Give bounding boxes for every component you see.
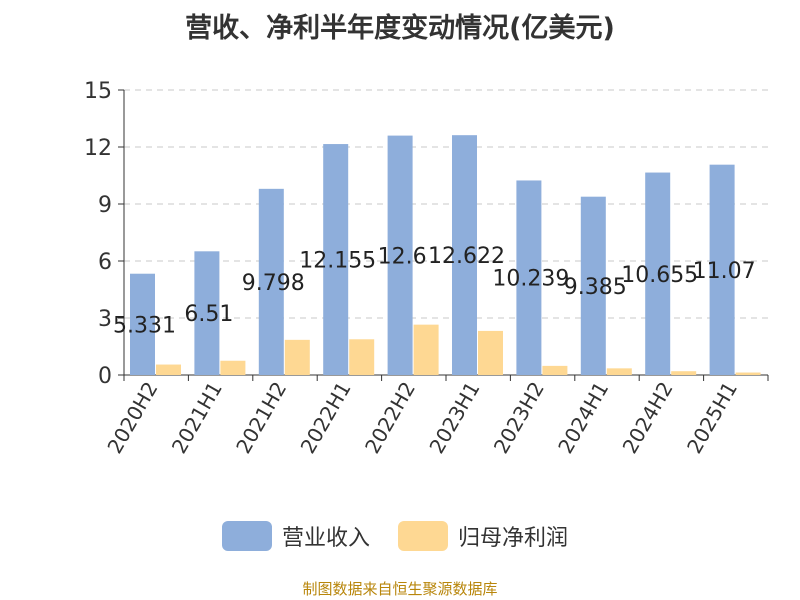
revenue-bar xyxy=(194,251,220,375)
x-tick-label: 2021H2 xyxy=(231,378,291,458)
revenue-data-label: 9.385 xyxy=(564,275,627,300)
revenue-data-label: 10.239 xyxy=(492,267,569,292)
x-tick-label: 2022H2 xyxy=(360,378,420,458)
bars xyxy=(130,135,761,375)
net-profit-bar xyxy=(542,365,568,375)
net-profit-bar xyxy=(284,339,310,375)
revenue-bar xyxy=(452,135,477,375)
x-tick-label: 2022H1 xyxy=(296,378,356,458)
net-profit-bar xyxy=(478,330,503,375)
net-profit-bar xyxy=(606,368,632,375)
revenue-data-label: 5.331 xyxy=(113,313,176,338)
source-note: 制图数据来自恒生聚源数据库 xyxy=(302,580,498,598)
y-tick-label: 12 xyxy=(84,136,112,161)
revenue-data-label: 11.07 xyxy=(693,259,756,284)
x-tick-label: 2024H1 xyxy=(553,378,613,458)
revenue-data-label: 12.6 xyxy=(378,244,427,269)
net-profit-bar xyxy=(220,360,246,375)
legend: 营业收入 归母净利润 xyxy=(0,519,800,553)
y-tick-label: 0 xyxy=(98,364,112,389)
legend-item-revenue[interactable]: 营业收入 xyxy=(222,519,370,553)
legend-swatch-revenue xyxy=(222,521,272,551)
revenue-bar xyxy=(387,135,413,375)
legend-item-net-profit[interactable]: 归母净利润 xyxy=(398,519,568,553)
x-tick-label: 2024H2 xyxy=(618,378,678,458)
x-tick-label: 2025H1 xyxy=(682,378,742,458)
net-profit-bar xyxy=(413,324,439,375)
revenue-data-label: 12.622 xyxy=(428,244,505,269)
legend-swatch-net-profit xyxy=(398,521,448,551)
y-tick-label: 6 xyxy=(98,250,112,275)
legend-label-net-profit: 归母净利润 xyxy=(458,526,569,551)
chart-title: 营收、净利半年度变动情况(亿美元) xyxy=(185,13,615,44)
revenue-data-label: 10.655 xyxy=(621,263,698,288)
revenue-bar xyxy=(516,180,542,375)
x-tick-label: 2023H1 xyxy=(424,378,484,458)
revenue-bar xyxy=(709,164,735,375)
net-profit-bar xyxy=(349,339,375,375)
y-tick-label: 3 xyxy=(98,307,112,332)
y-tick-label: 15 xyxy=(84,79,112,104)
x-tick-label: 2021H1 xyxy=(167,378,227,458)
revenue-data-label: 12.155 xyxy=(299,249,376,274)
x-tick-label: 2023H2 xyxy=(489,378,549,458)
net-profit-bar xyxy=(156,364,181,375)
revenue-bar xyxy=(323,144,349,375)
net-profit-bar xyxy=(735,372,761,375)
y-tick-label: 9 xyxy=(98,193,112,218)
revenue-bar xyxy=(645,172,671,375)
revenue-data-label: 6.51 xyxy=(184,302,233,327)
revenue-bar xyxy=(258,188,284,375)
revenue-bar xyxy=(580,196,606,375)
net-profit-bar xyxy=(671,371,697,375)
revenue-bar xyxy=(130,273,155,375)
revenue-data-label: 9.798 xyxy=(242,271,305,296)
grid-lines xyxy=(124,89,768,319)
x-tick-label: 2020H2 xyxy=(102,378,162,458)
legend-label-revenue: 营业收入 xyxy=(282,526,371,551)
